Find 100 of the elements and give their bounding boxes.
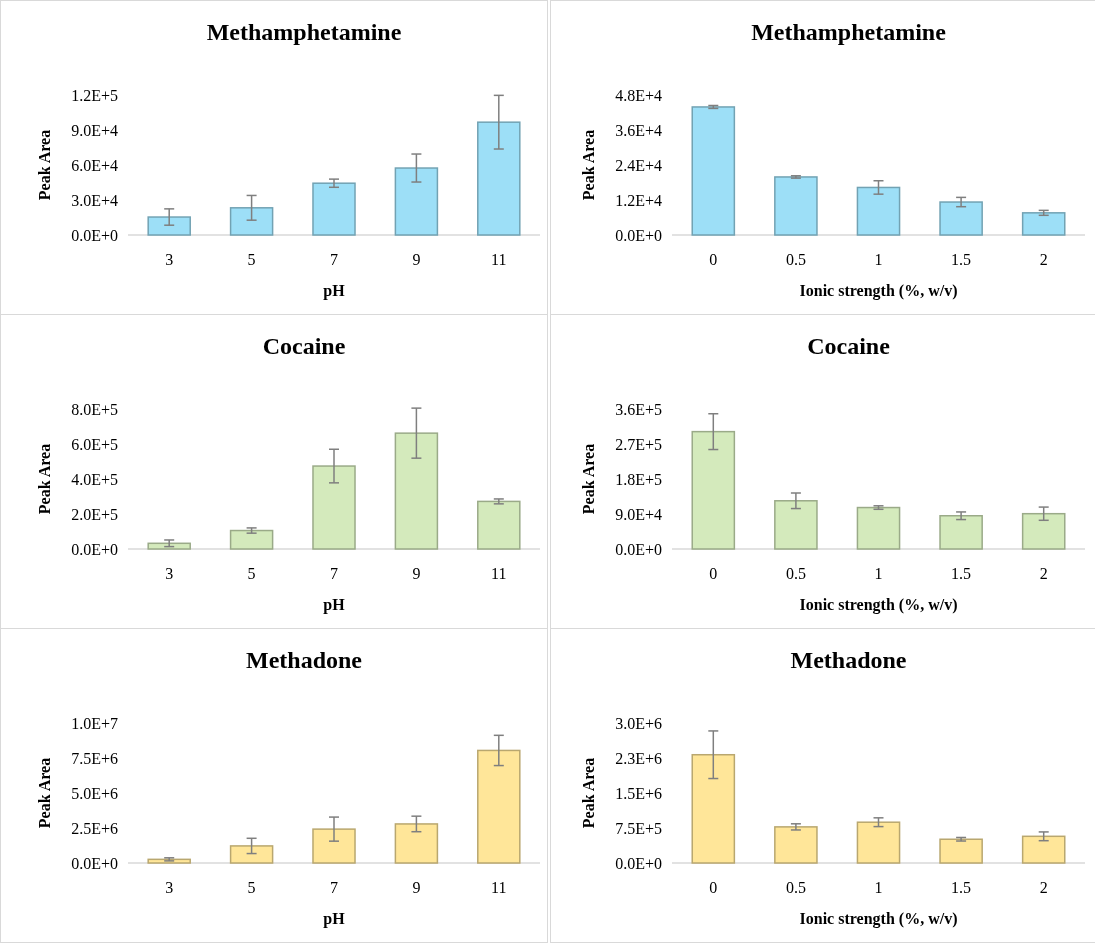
y-tick-label: 4.0E+5	[71, 470, 118, 488]
chart-title: Methadone	[246, 647, 363, 673]
chart-title: Cocaine	[807, 333, 891, 359]
bar	[147, 216, 191, 236]
x-tick-label: 0.5	[785, 565, 806, 582]
y-tick-label: 6.0E+4	[71, 156, 118, 174]
y-tick-label: 0.0E+0	[71, 540, 118, 558]
x-axis-title: Ionic strength (%, w/v)	[799, 910, 958, 928]
y-tick-label: 0.0E+0	[615, 854, 662, 872]
x-tick-label: 1	[874, 251, 883, 268]
y-tick-label: 3.6E+4	[615, 121, 662, 139]
y-tick-label: 4.8E+4	[615, 86, 662, 104]
x-axis-title: pH	[323, 282, 346, 300]
y-tick-label: 5.0E+6	[71, 784, 118, 802]
x-tick-label: 7	[330, 251, 338, 268]
bar	[856, 821, 901, 864]
y-tick-label: 2.5E+6	[71, 819, 118, 837]
x-tick-label: 0	[709, 251, 718, 268]
y-tick-label: 8.0E+5	[71, 400, 118, 418]
bar	[691, 430, 736, 550]
x-tick-label: 11	[491, 565, 507, 582]
y-axis-title: Peak Area	[580, 443, 597, 515]
chart-title: Cocaine	[262, 333, 346, 359]
y-axis-title: Peak Area	[580, 129, 597, 201]
y-tick-label: 0.0E+0	[615, 540, 662, 558]
x-axis-title: pH	[323, 910, 346, 928]
y-axis-title: Peak Area	[580, 757, 597, 829]
bar	[774, 500, 818, 550]
bar	[1021, 835, 1066, 864]
x-axis-title: Ionic strength (%, w/v)	[799, 596, 958, 614]
x-tick-label: 3	[165, 879, 174, 896]
y-axis-title: Peak Area	[36, 129, 53, 201]
x-tick-label: 3	[165, 565, 174, 582]
x-tick-label: 2	[1039, 565, 1048, 582]
bar	[1021, 212, 1066, 236]
y-tick-label: 2.7E+5	[615, 435, 662, 453]
bar	[147, 542, 191, 550]
y-tick-label: 3.0E+6	[615, 714, 662, 732]
chart-title: Methamphetamine	[206, 19, 402, 45]
bar	[229, 529, 274, 550]
x-tick-label: 3	[165, 251, 174, 268]
x-tick-label: 0	[709, 565, 718, 582]
y-tick-label: 0.0E+0	[615, 226, 662, 244]
bar	[939, 515, 983, 550]
bar	[691, 106, 736, 236]
x-tick-label: 0.5	[785, 879, 806, 896]
y-axis-title: Peak Area	[36, 757, 53, 829]
x-tick-label: 11	[491, 251, 507, 268]
x-tick-label: 5	[247, 879, 256, 896]
x-tick-label: 1.5	[951, 565, 972, 582]
y-tick-label: 1.0E+7	[71, 714, 118, 732]
bar	[774, 176, 818, 236]
x-tick-label: 0	[709, 879, 718, 896]
bar	[691, 753, 736, 864]
chart-title: Methamphetamine	[751, 19, 947, 45]
x-tick-label: 1.5	[951, 251, 972, 268]
x-tick-label: 7	[330, 879, 338, 896]
y-tick-label: 6.0E+5	[71, 435, 118, 453]
bar	[939, 201, 983, 236]
x-tick-label: 0.5	[785, 251, 806, 268]
x-tick-label: 5	[247, 565, 256, 582]
x-tick-label: 2	[1039, 251, 1048, 268]
y-axis-title: Peak Area	[36, 443, 53, 515]
y-tick-label: 1.5E+6	[615, 784, 662, 802]
bar	[312, 465, 356, 550]
bar	[312, 828, 356, 864]
x-tick-label: 9	[412, 251, 421, 268]
x-tick-label: 1.5	[951, 879, 972, 896]
bar	[394, 167, 439, 236]
x-tick-label: 2	[1039, 879, 1048, 896]
y-tick-label: 1.2E+5	[71, 86, 118, 104]
bar	[312, 182, 356, 236]
y-tick-label: 2.0E+5	[71, 505, 118, 523]
y-tick-label: 9.0E+4	[71, 121, 118, 139]
x-tick-label: 9	[412, 565, 421, 582]
bar	[394, 823, 439, 864]
bar	[939, 838, 983, 864]
y-tick-label: 3.6E+5	[615, 400, 662, 418]
x-tick-label: 5	[247, 251, 256, 268]
x-tick-label: 9	[412, 879, 421, 896]
bar	[856, 186, 901, 236]
y-tick-label: 1.8E+5	[615, 470, 662, 488]
y-tick-label: 2.4E+4	[615, 156, 662, 174]
bar	[1021, 512, 1066, 550]
y-tick-label: 2.3E+6	[615, 749, 662, 767]
bar	[774, 826, 818, 864]
y-tick-label: 1.2E+4	[615, 191, 662, 209]
x-tick-label: 11	[491, 879, 507, 896]
y-tick-label: 3.0E+4	[71, 191, 118, 209]
x-axis-title: pH	[323, 596, 346, 614]
bar	[477, 121, 521, 236]
y-tick-label: 9.0E+4	[615, 505, 662, 523]
y-tick-label: 0.0E+0	[71, 226, 118, 244]
bar	[229, 207, 274, 236]
bar	[394, 432, 439, 550]
y-tick-label: 7.5E+5	[615, 819, 662, 837]
x-tick-label: 7	[330, 565, 338, 582]
y-tick-label: 0.0E+0	[71, 854, 118, 872]
x-tick-label: 1	[874, 565, 883, 582]
y-tick-label: 7.5E+6	[71, 749, 118, 767]
